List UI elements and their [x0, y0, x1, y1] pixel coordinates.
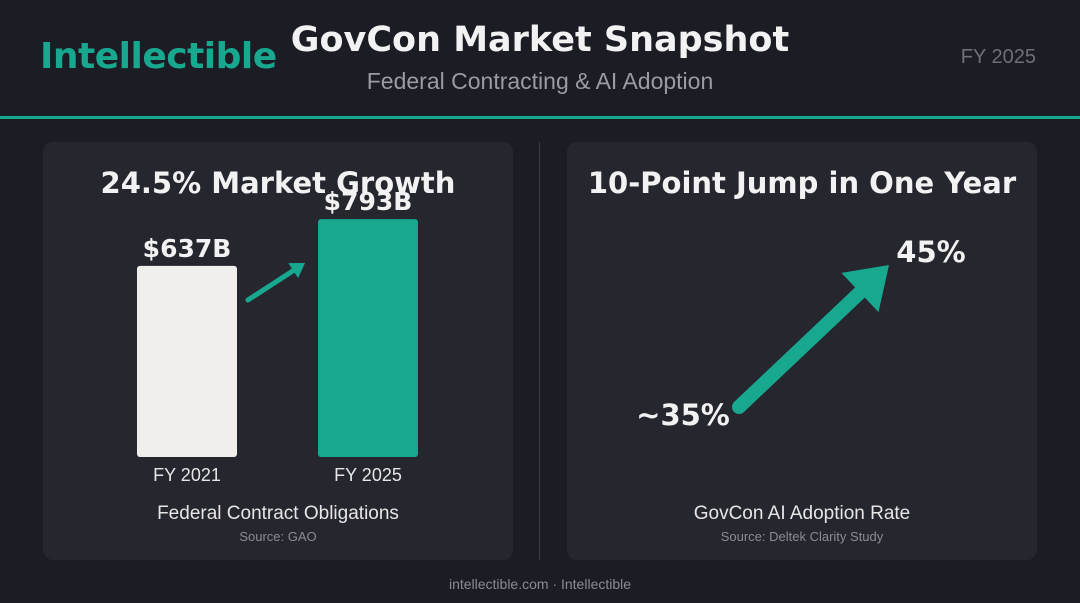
adoption-trend-line	[732, 285, 867, 414]
header-divider	[0, 116, 1080, 119]
market-growth-caption: Federal Contract Obligations	[157, 503, 399, 524]
bar-category-label: FY 2025	[334, 465, 402, 485]
ai-adoption-source: Source: Deltek Clarity Study	[720, 529, 884, 544]
adoption-end-label: 45%	[896, 235, 965, 269]
bar-value-label: $637B	[143, 234, 232, 263]
ai-adoption-title: 10-Point Jump in One Year	[587, 166, 1017, 200]
header: Intellectible GovCon Market Snapshot Fed…	[0, 0, 1080, 117]
brand-logo: Intellectible	[40, 36, 277, 77]
growth-arrow-head	[288, 263, 305, 279]
market-growth-source: Source: GAO	[239, 529, 317, 544]
bar-value-label: $793B	[324, 187, 413, 216]
ai-adoption-card: 10-Point Jump in One Year ~35% 45% GovCon…	[567, 142, 1037, 560]
market-growth-title: 24.5% Market Growth	[100, 166, 456, 200]
fiscal-year-label: FY 2025	[960, 46, 1036, 68]
adoption-chart: ~35% 45%	[636, 235, 966, 432]
bar-category-label: FY 2021	[153, 465, 221, 485]
footer-credit: intellectible.com · Intellectible	[448, 576, 632, 592]
adoption-start-label: ~35%	[636, 398, 730, 432]
adoption-arrow-head	[841, 265, 889, 313]
ai-adoption-caption: GovCon AI Adoption Rate	[693, 503, 911, 524]
market-growth-card: 24.5% Market Growth $637B FY 2021 $793B FY …	[43, 142, 513, 560]
panel-divider	[539, 142, 540, 560]
bar-chart: $637B FY 2021 $793B FY 2025	[137, 187, 418, 485]
page-subtitle: Federal Contracting & AI Adoption	[366, 68, 714, 94]
growth-arrow	[245, 268, 296, 303]
page-title: GovCon Market Snapshot	[290, 20, 790, 60]
bar-fy-2021	[137, 265, 237, 457]
bar-fy-2025	[318, 219, 418, 457]
